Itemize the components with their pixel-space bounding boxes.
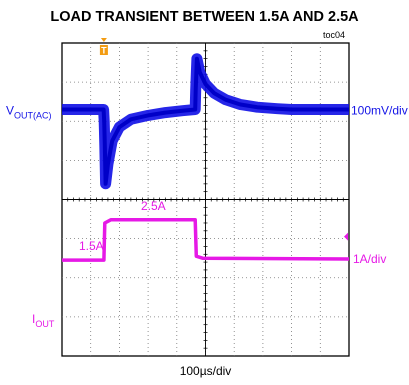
chart-title: LOAD TRANSIENT BETWEEN 1.5A AND 2.5A — [50, 9, 359, 25]
current-low-level-label: 1.5A — [79, 239, 104, 253]
trigger-marker-label: T — [101, 46, 107, 56]
current-high-level-label: 2.5A — [141, 199, 166, 213]
voltage-scale-label: 100mV/div — [351, 104, 408, 118]
trace-current — [62, 218, 350, 262]
current-channel-marker-icon — [344, 232, 348, 241]
trigger-marker-box — [99, 45, 108, 55]
trace-voltage-core — [62, 56, 349, 186]
trigger-marker-icon — [100, 38, 107, 42]
current-scale-label: 1A/div — [353, 252, 386, 266]
x-axis-scale-label: 100µs/div — [180, 364, 232, 378]
figure-id: toc04 — [323, 30, 346, 40]
voltage-trace-label: VOUT(AC) — [6, 104, 52, 121]
current-trace-label: IOUT — [32, 312, 55, 329]
